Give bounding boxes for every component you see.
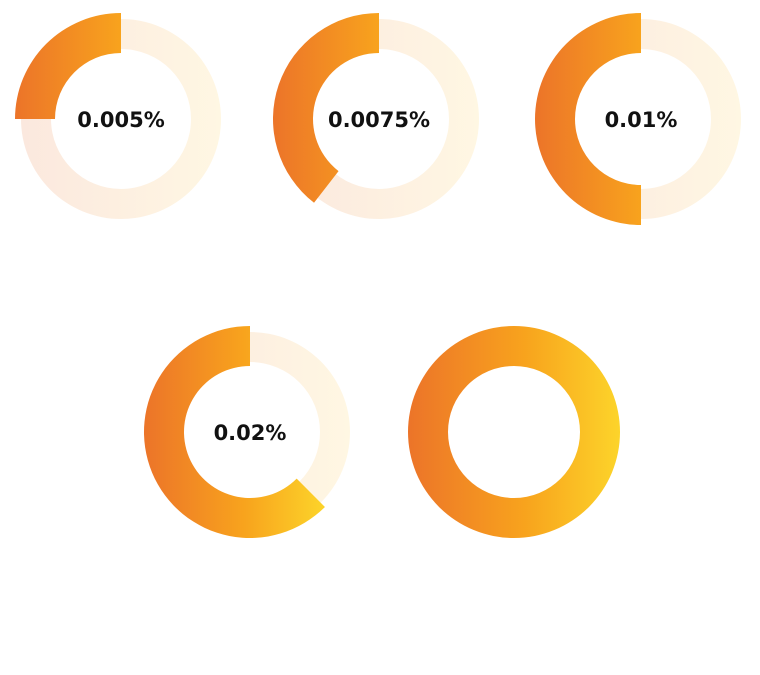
donut-value-label: 0.01%	[605, 108, 678, 132]
donut-3: 0.01%	[535, 13, 741, 225]
donut-value-label: 0.005%	[77, 108, 164, 132]
donut-value-arc	[143, 326, 325, 538]
donut-5	[408, 326, 620, 538]
donut-2: 0.0075%	[272, 12, 479, 219]
donut-value-arc	[272, 12, 379, 203]
donut-4: 0.02%	[143, 326, 350, 538]
donut-value-label: 0.02%	[214, 421, 287, 445]
donut-value-arc	[15, 13, 121, 119]
donut-value-arc	[535, 13, 641, 225]
donut-value-arc	[408, 326, 620, 538]
donut-value-label: 0.0075%	[328, 108, 430, 132]
donut-1: 0.005%	[15, 13, 221, 219]
donut-layer: 0.005% 0.0075% 0.01% 0.02%	[15, 12, 741, 538]
